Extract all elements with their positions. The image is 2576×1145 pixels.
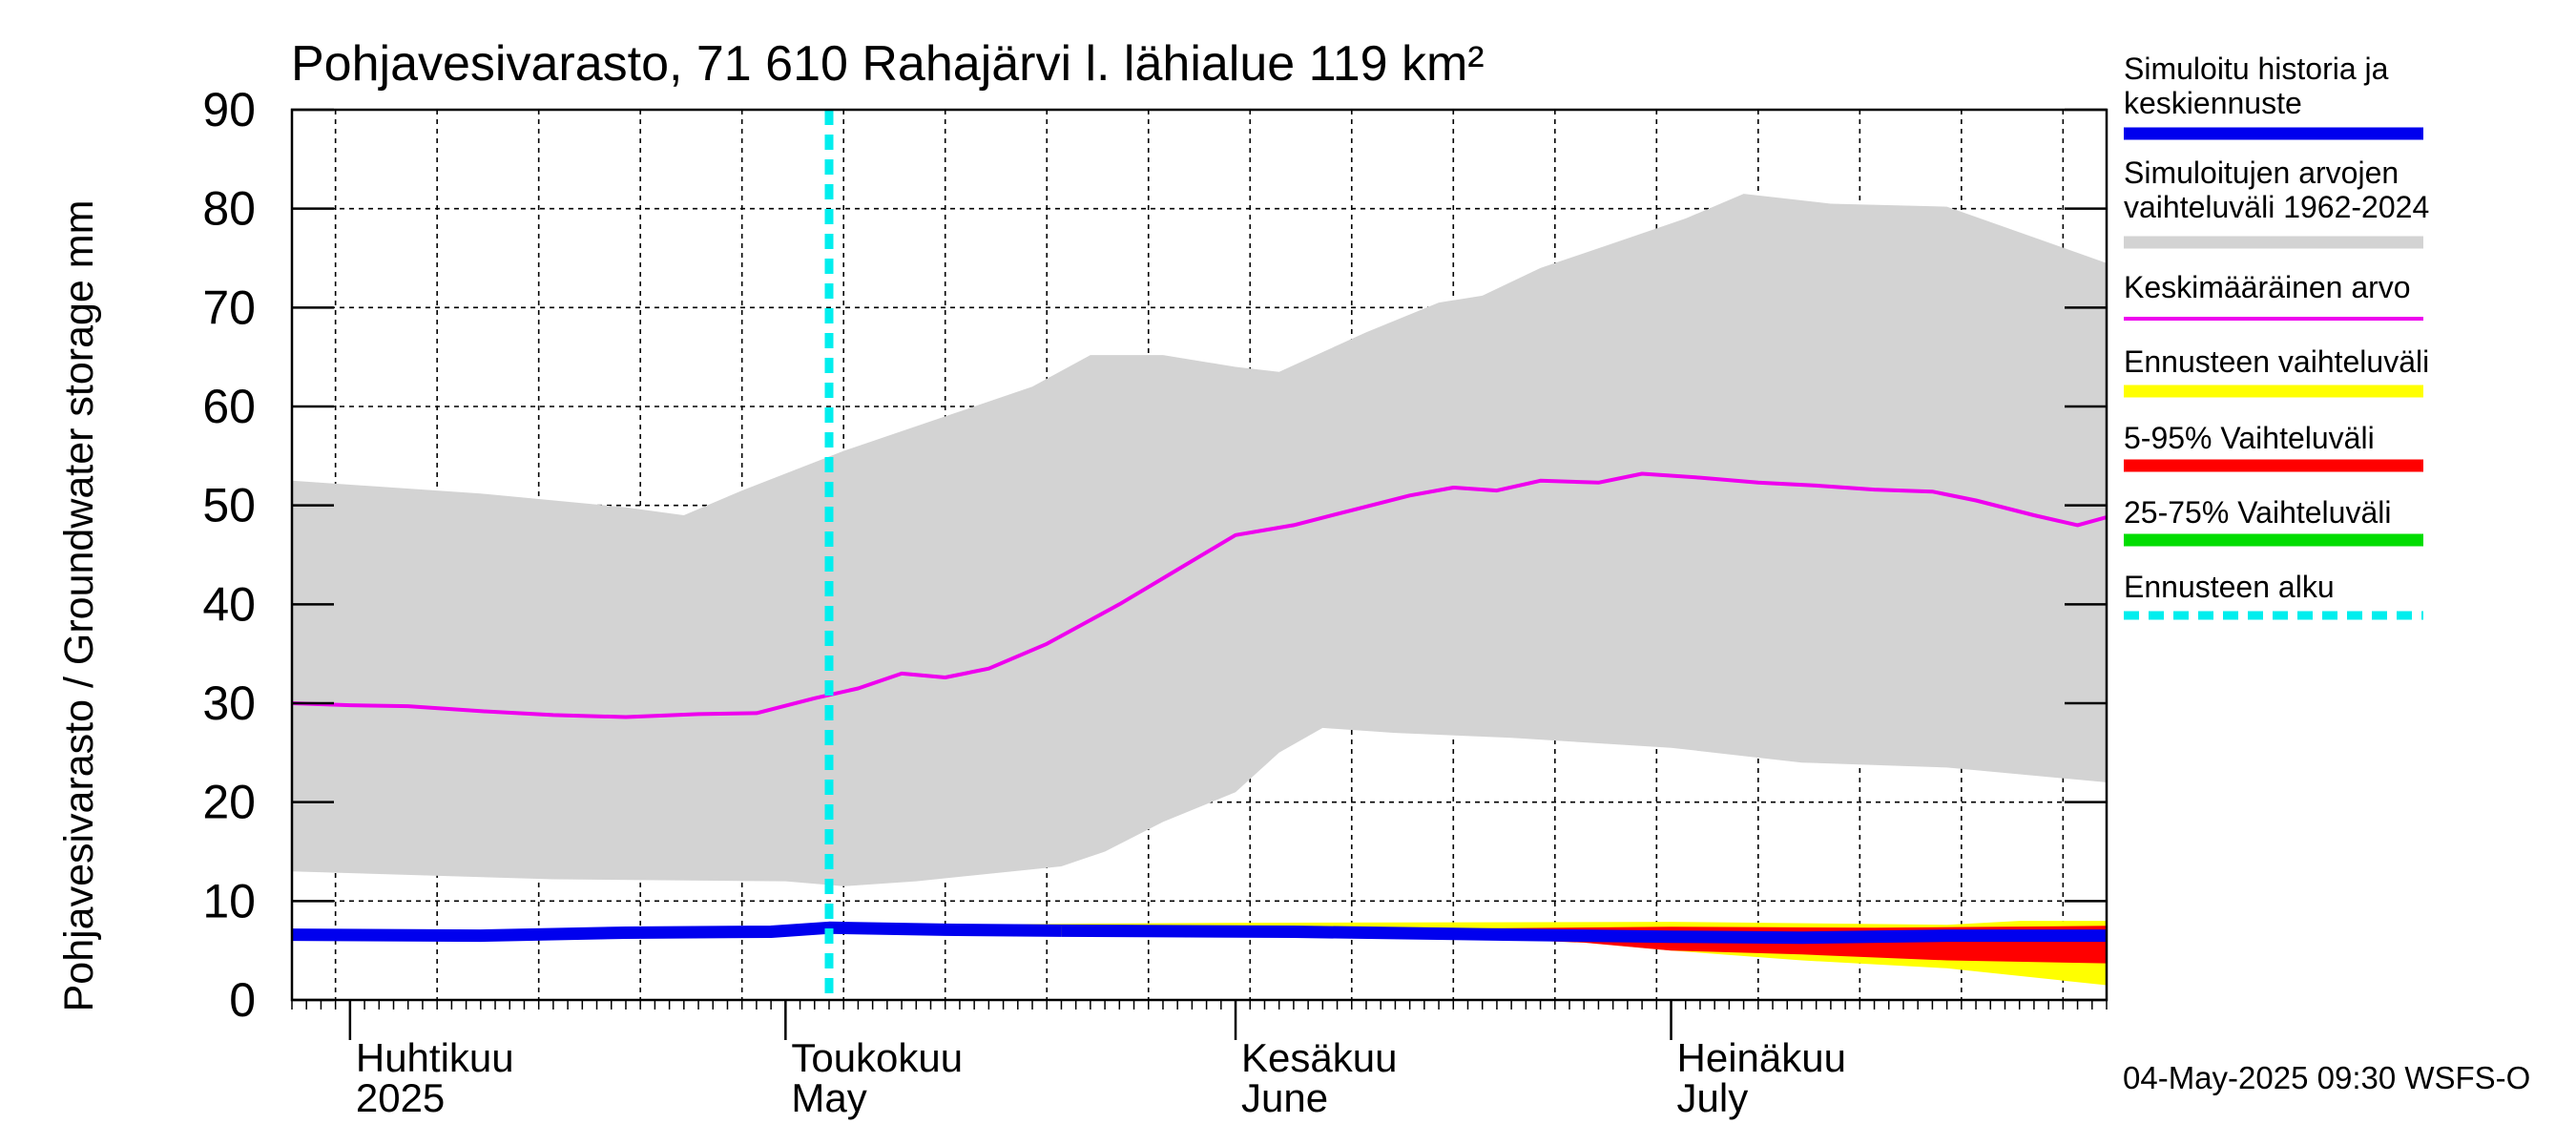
y-axis-label: Pohjavesivarasto / Groundwater storage m…	[56, 200, 102, 1012]
mean-value-line	[291, 471, 2108, 719]
legend-label: Ennusteen vaihteluväli	[2124, 344, 2429, 379]
legend-label: 25-75% Vaihteluväli	[2124, 495, 2391, 530]
x-month-label: Kesäkuu	[1241, 1035, 1397, 1080]
x-month-sublabel: May	[791, 1075, 866, 1120]
median-forecast-line	[1061, 924, 2107, 945]
legend-label: keskiennuste	[2124, 86, 2302, 120]
y-tick-label: 60	[202, 380, 256, 433]
legend-label: Simuloitujen arvojen	[2124, 156, 2399, 190]
x-month-sublabel: July	[1677, 1075, 1749, 1120]
x-month-label: Huhtikuu	[356, 1035, 514, 1080]
y-tick-label: 80	[202, 182, 256, 236]
y-tick-label: 30	[202, 677, 256, 730]
legend-label: vaihteluväli 1962-2024	[2124, 190, 2429, 224]
y-tick-label: 90	[202, 83, 256, 136]
y-tick-label: 40	[202, 577, 256, 631]
y-tick-label: 10	[202, 874, 256, 927]
legend-label: Ennusteen alku	[2124, 570, 2335, 604]
footer-timestamp: 04-May-2025 09:30 WSFS-O	[2123, 1060, 2530, 1095]
y-tick-label: 0	[229, 973, 256, 1027]
y-tick-label: 20	[202, 776, 256, 829]
x-month-label: Toukokuu	[791, 1035, 963, 1080]
legend-label: 5-95% Vaihteluväli	[2124, 421, 2375, 455]
y-tick-label: 70	[202, 281, 256, 334]
x-month-label: Heinäkuu	[1677, 1035, 1846, 1080]
legend-label: Keskimääräinen arvo	[2124, 270, 2411, 304]
y-tick-label: 50	[202, 479, 256, 532]
simulated-history-line	[291, 921, 1062, 943]
legend-label: Simuloitu historia ja	[2124, 52, 2389, 86]
plot-frame	[290, 108, 2109, 1002]
x-month-sublabel: 2025	[356, 1075, 445, 1120]
chart-title: Pohjavesivarasto, 71 610 Rahajärvi l. lä…	[291, 36, 1485, 92]
x-month-sublabel: June	[1241, 1075, 1328, 1120]
